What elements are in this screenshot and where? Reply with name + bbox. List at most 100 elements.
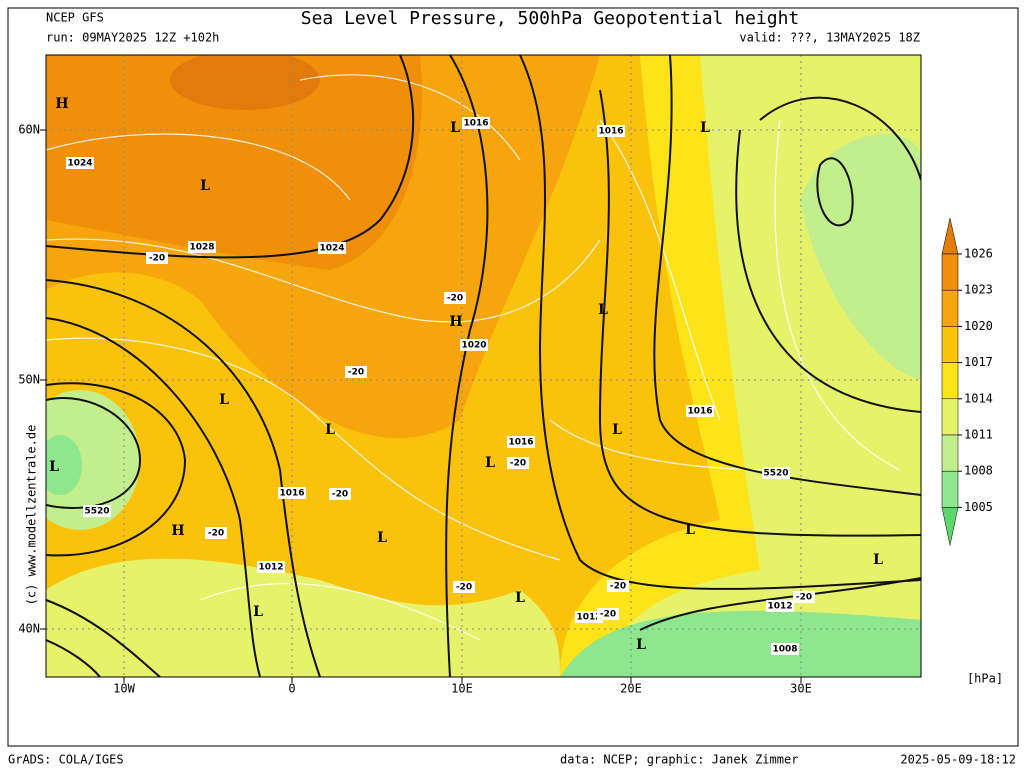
map-label: -20 xyxy=(329,488,351,500)
run: run: 09MAY2025 12Z +102h xyxy=(46,31,219,45)
map-label: -20 xyxy=(597,608,619,620)
contour-label: -20 xyxy=(332,490,348,500)
map-label: -20 xyxy=(607,580,629,592)
pressure-center: L xyxy=(700,120,710,136)
map-label: H xyxy=(55,96,68,112)
lat-label: 60N xyxy=(18,123,40,137)
lon-label: 0 xyxy=(288,682,295,696)
map-label: 1028 xyxy=(188,241,216,253)
contour-label: 5520 xyxy=(84,507,109,517)
map-label: L xyxy=(377,530,387,546)
pressure-area xyxy=(46,435,82,495)
pressure-center: L xyxy=(612,422,622,438)
label-box xyxy=(686,405,714,417)
label-box xyxy=(318,242,346,254)
pressure-area xyxy=(170,55,320,110)
contour-label: -20 xyxy=(348,368,364,378)
map-label: H xyxy=(449,314,462,330)
map-border xyxy=(45,54,922,678)
legend-color xyxy=(941,470,959,508)
map-label: 1016 xyxy=(278,487,306,499)
label-box xyxy=(771,643,799,655)
legend-label: 1014 xyxy=(964,391,993,405)
label-box xyxy=(444,292,466,304)
map-label: 1008 xyxy=(771,643,799,655)
contour-label: -20 xyxy=(796,593,812,603)
contour-label: 1016 xyxy=(463,119,488,129)
legend-color xyxy=(941,507,959,546)
contour-label: 1012 xyxy=(258,563,283,573)
map-label: 1012 xyxy=(257,561,285,573)
legend-label: 1023 xyxy=(964,283,993,297)
contour-label: -20 xyxy=(149,254,165,264)
contour-label: -20 xyxy=(510,459,526,469)
label-box xyxy=(507,436,535,448)
legend-color xyxy=(941,434,959,472)
label-box xyxy=(462,117,490,129)
label-box xyxy=(257,561,285,573)
contour-label: 1012 xyxy=(767,602,792,612)
map-label: 1016 xyxy=(462,117,490,129)
map-label: 1016 xyxy=(686,405,714,417)
map-label: -20 xyxy=(146,252,168,264)
contour-label: -20 xyxy=(600,610,616,620)
contour-label: 1016 xyxy=(279,489,304,499)
label-box xyxy=(146,252,168,264)
lon-label: 10W xyxy=(113,682,135,696)
pressure-center: L xyxy=(219,392,229,408)
contour-label: 1024 xyxy=(319,244,344,254)
label-box xyxy=(345,366,367,378)
label-box xyxy=(453,581,475,593)
map-label: 1012 xyxy=(575,611,603,623)
contour-label: 1008 xyxy=(772,645,797,655)
pressure-center: L xyxy=(200,178,210,194)
map-label: 1012 xyxy=(766,600,794,612)
label-box xyxy=(205,527,227,539)
label-box xyxy=(597,125,625,137)
map-label: 1016 xyxy=(597,125,625,137)
pressure-center: L xyxy=(515,590,525,606)
footer-right: 2025-05-09-18:12 xyxy=(900,753,1016,767)
map-label: L xyxy=(636,637,646,653)
map-label: L xyxy=(700,120,710,136)
contour-label: 1024 xyxy=(67,159,92,169)
pressure-center: L xyxy=(873,552,883,568)
legend-color xyxy=(941,289,959,327)
contour-label: 1016 xyxy=(687,407,712,417)
label-box xyxy=(607,580,629,592)
label-box xyxy=(83,505,111,517)
legend-label: 1008 xyxy=(964,464,993,478)
legend-unit: [hPa] xyxy=(967,672,1003,686)
contour-label: 5520 xyxy=(763,469,788,479)
legend-label: 1005 xyxy=(964,500,993,514)
pressure-area xyxy=(46,390,140,530)
label-box xyxy=(793,591,815,603)
pressure-center: L xyxy=(325,422,335,438)
footer-center: data: NCEP; graphic: Janek Zimmer xyxy=(560,753,798,767)
pressure-area xyxy=(46,55,422,270)
contour-label: -20 xyxy=(447,294,463,304)
contour-label: -20 xyxy=(610,582,626,592)
map-label: -20 xyxy=(793,591,815,603)
pressure-center: L xyxy=(485,455,495,471)
map-label: L xyxy=(450,120,460,136)
legend-color xyxy=(941,253,959,291)
map-label: L xyxy=(200,178,210,194)
pressure-center: L xyxy=(636,637,646,653)
label-box xyxy=(460,339,488,351)
lon-label: 30E xyxy=(790,682,812,696)
pressure-area xyxy=(800,133,921,380)
pressure-center: L xyxy=(49,459,59,475)
contour-label: 1020 xyxy=(461,341,486,351)
pressure-center: H xyxy=(55,96,68,112)
map-label: L xyxy=(515,590,525,606)
map-label: 5520 xyxy=(762,467,790,479)
pressure-center: L xyxy=(253,604,263,620)
label-box xyxy=(188,241,216,253)
map-label: -20 xyxy=(444,292,466,304)
contour-label: -20 xyxy=(456,583,472,593)
lon-label: 20E xyxy=(620,682,642,696)
map-label: L xyxy=(325,422,335,438)
pressure-center: L xyxy=(450,120,460,136)
